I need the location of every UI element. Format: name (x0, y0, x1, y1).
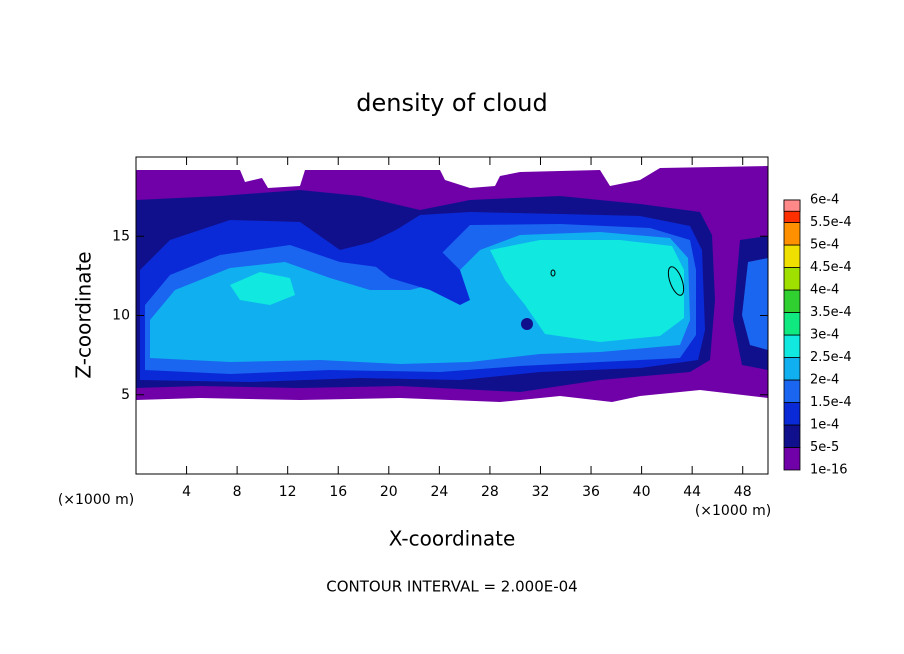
colorbar-swatch (783, 199, 801, 212)
colorbar-swatch (783, 424, 801, 448)
colorbar-label: 5e-5 (810, 440, 839, 455)
x-tick-label: 44 (683, 484, 701, 500)
colorbar-label: 2e-4 (810, 373, 839, 388)
colorbar-label: 5e-4 (810, 238, 839, 253)
x-tick-label: 48 (734, 484, 752, 500)
colorbar-swatch (783, 402, 801, 426)
x-tick-label: 28 (481, 484, 499, 500)
x-tick-label: 40 (633, 484, 651, 500)
y-axis-label: Z-coordinate (72, 251, 96, 378)
colorbar-swatch (783, 289, 801, 313)
chart-title: density of cloud (356, 89, 547, 117)
contour-line (550, 269, 556, 277)
contour-line (667, 266, 685, 296)
field-level-4b (742, 258, 768, 350)
colorbar-label: 3e-4 (810, 328, 839, 343)
field-spot (521, 318, 533, 330)
y-tick-label: 10 (112, 308, 130, 324)
field-level-3b (355, 228, 470, 305)
colorbar-swatch (783, 447, 801, 471)
colorbar-swatch (783, 312, 801, 336)
x-tick-label: 24 (430, 484, 448, 500)
y-tick-label: 15 (112, 228, 130, 244)
x-tick-label: 16 (329, 484, 347, 500)
field (136, 166, 768, 402)
colorbar-label: 4e-4 (810, 283, 839, 298)
colorbar-label: 2.5e-4 (810, 350, 852, 365)
colorbar-swatch (783, 334, 801, 358)
x-tick-label: 8 (233, 484, 242, 500)
field-level-6b (230, 272, 295, 305)
colorbar-label: 6e-4 (810, 193, 839, 208)
colorbar-label: 5.5e-4 (810, 215, 852, 230)
field-level-6 (490, 240, 684, 342)
x-unit: (×1000 m) (695, 503, 771, 519)
x-axis-label: X-coordinate (389, 527, 516, 551)
colorbar-swatch (783, 222, 801, 246)
footer: CONTOUR INTERVAL = 2.000E-04 (326, 578, 577, 596)
colorbar-swatch (783, 267, 801, 291)
x-tick-label: 20 (380, 484, 398, 500)
colorbar-swatch (783, 379, 801, 403)
colorbar-swatch (783, 357, 801, 381)
x-tick-label: 32 (532, 484, 550, 500)
y-unit: (×1000 m) (58, 492, 134, 508)
x-tick-label: 12 (279, 484, 297, 500)
colorbar-label: 3.5e-4 (810, 305, 852, 320)
colorbar-label: 1e-16 (810, 463, 848, 478)
colorbar-label: 1.5e-4 (810, 395, 852, 410)
colorbar-swatch (783, 244, 801, 268)
y-tick-label: 5 (121, 387, 130, 403)
x-tick-label: 36 (582, 484, 600, 500)
x-tick-label: 4 (182, 484, 191, 500)
colorbar-label: 1e-4 (810, 418, 839, 433)
colorbar-label: 4.5e-4 (810, 260, 852, 275)
